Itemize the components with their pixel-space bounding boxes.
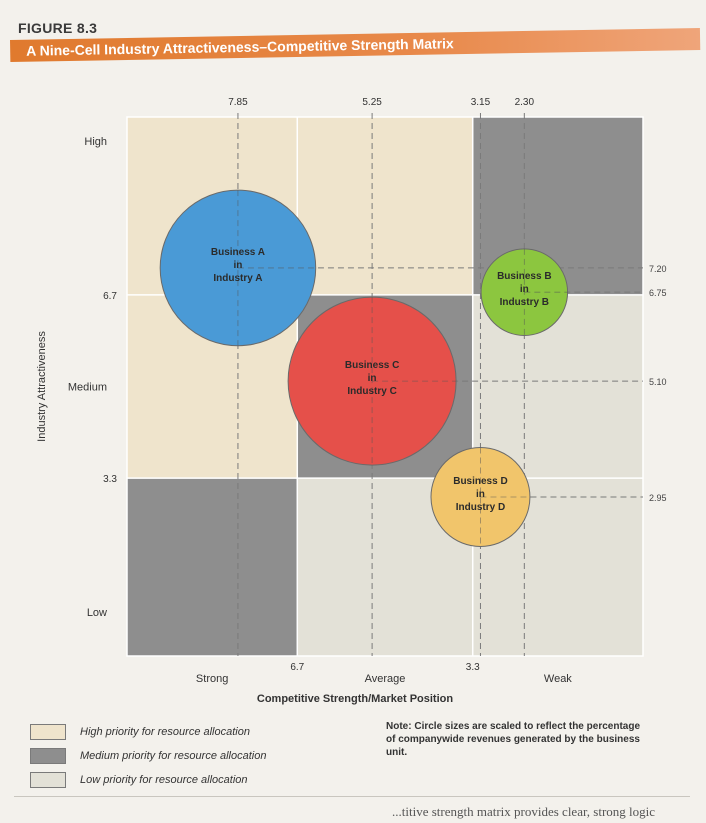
x-category-strong: Strong [196,673,228,685]
bubble-y-label-3: 2.95 [649,493,667,503]
bubbles-layer: Business A in Industry A Business B in Indust… [159,189,569,547]
bubble-label-line-1-0: Business B [497,271,551,282]
x-axis-title: Competitive Strength/Market Position [257,693,453,705]
matrix-chart: Business A in Industry A Business B in Indust… [36,97,667,705]
legend-swatch-high [30,724,66,740]
legend-label-low: Low priority for resource allocation [80,774,248,786]
y-category-high: High [84,136,107,148]
legend-item-medium: Medium priority for resource allocation [30,746,266,766]
divider-rule [14,796,690,797]
grid-layer [126,116,644,657]
bubble-x-label-2: 5.25 [362,97,382,108]
bubble-label-line-1-2: Industry B [500,297,549,308]
bubble-x-label-1: 2.30 [515,97,535,108]
y-axis-title: Industry Attractiveness [36,331,48,442]
bubble-label-line-3-0: Business D [453,476,507,487]
legend: High priority for resource allocation Me… [30,722,266,794]
legend-swatch-low [30,772,66,788]
legend-item-low: Low priority for resource allocation [30,770,266,790]
bubble-label-line-0-0: Business A [211,247,265,258]
bubble-label-line-2-1: in [368,373,377,384]
legend-swatch-medium [30,748,66,764]
bubble-label-line-2-0: Business C [345,360,399,371]
note-label: Note: [386,721,412,732]
plot-border [126,116,644,657]
note: Note: Circle sizes are scaled to reflect… [386,720,646,759]
bubble-y-label-1: 6.75 [649,288,667,298]
cell-0-1 [297,117,473,295]
bubble-label-line-0-2: Industry A [213,273,262,284]
bubble-y-label-2: 5.10 [649,377,667,387]
bubble-label-2: Business C in Industry C [345,360,399,397]
note-text: Circle sizes are scaled to reflect the p… [386,721,641,758]
figure-label: FIGURE 8.3 [18,20,98,36]
x-divider-label-1: 3.3 [466,662,480,673]
y-divider-label-0: 6.7 [103,291,117,302]
cell-2-0 [127,478,298,656]
legend-item-high: High priority for resource allocation [30,722,266,742]
bubble-label-line-3-2: Industry D [456,502,505,513]
bubble-y-label-0: 7.20 [649,264,667,274]
bubble-x-label-0: 7.85 [228,97,248,108]
legend-label-high: High priority for resource allocation [80,726,250,738]
y-category-low: Low [87,607,107,619]
bubble-label-line-1-1: in [520,284,529,295]
x-category-average: Average [365,673,406,685]
legend-label-medium: Medium priority for resource allocation [80,750,267,762]
bubble-x-label-3: 3.15 [471,97,491,108]
bubble-label-line-0-1: in [233,260,242,271]
footer-text: ...titive strength matrix provides clear… [392,804,656,819]
y-category-medium: Medium [68,382,107,394]
bubble-label-3: Business D in Industry D [453,476,507,513]
bubble-label-1: Business B in Industry B [497,271,551,308]
bubble-label-line-2-2: Industry C [347,386,396,397]
x-category-weak: Weak [544,673,572,685]
x-divider-label-0: 6.7 [290,662,304,673]
labels-layer: 7.85 7.20 2.30 6.75 5.25 5.10 3.15 2.95 High Medi… [36,97,667,705]
bubble-label-line-3-1: in [476,489,485,500]
y-divider-label-1: 3.3 [103,474,117,485]
bubble-label-0: Business A in Industry A [211,247,265,284]
